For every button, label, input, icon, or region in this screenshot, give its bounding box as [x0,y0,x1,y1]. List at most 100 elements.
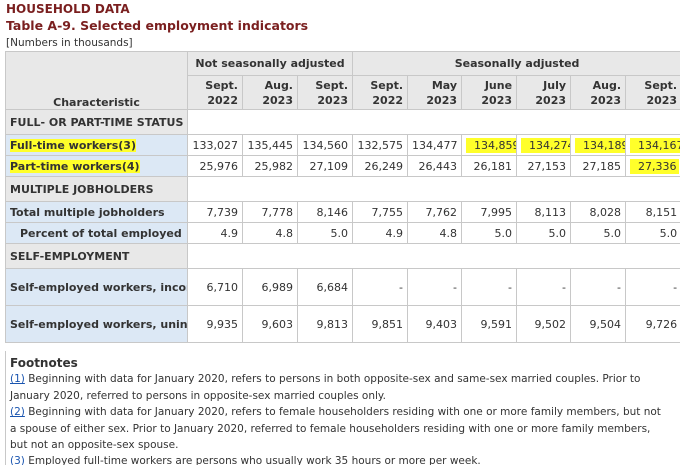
period-month: Sept. [370,78,404,92]
value-cell: - [461,268,518,306]
row-label: Total multiple jobholders [5,201,188,223]
section-row: SELF-EMPLOYMENT [5,243,680,269]
period-header: May 2023 [407,75,463,110]
row-label: Part-time workers(4) [5,155,188,177]
period-header: Sept. 2023 [296,75,354,110]
section-row: FULL- OR PART-TIME STATUS [5,109,680,135]
value-cell: 4.8 [242,222,298,244]
value-text: 8,028 [589,205,622,219]
value-cell: 7,739 [187,201,243,223]
row-label: Self-employed workers, incorporated [5,268,188,306]
period-month: Aug. [264,78,293,92]
table-row: Self-employed workers, incorporated 6,710… [5,268,680,306]
value-text: 8,146 [316,205,349,219]
row-label-text: Percent of total employed [20,226,182,240]
employment-table: Characteristic Not seasonally adjusted S… [5,51,680,343]
value-text: 5.0 [603,226,622,240]
value-cell: 7,755 [352,201,409,223]
value-text: 9,504 [589,317,622,331]
value-cell: 135,445 [242,134,298,156]
table-body: FULL- OR PART-TIME STATUS Full-time worke… [5,109,680,343]
footnotes-panel: Footnotes (1) Beginning with data for Ja… [5,351,680,465]
section-spacer [186,109,680,135]
footnote-marker[interactable]: (4) [121,159,140,173]
value-cell: 133,027 [187,134,243,156]
value-cell: 134,189 [570,134,627,156]
value-text: 9,591 [480,317,513,331]
value-cell: - [407,268,463,306]
value-text: - [508,280,513,294]
footnote-3-link[interactable]: (3) [10,455,25,465]
value-cell: 6,710 [187,268,243,306]
value-text: - [562,280,567,294]
value-cell: 9,813 [296,305,354,343]
section-spacer [186,243,680,269]
value-cell: 134,274 [516,134,572,156]
period-header: Sept. 2022 [187,75,243,110]
section-spacer [186,176,680,202]
section-title: HOUSEHOLD DATA [6,2,130,16]
footnote-2-link[interactable]: (2) [10,406,25,418]
row-label-highlight: Self-employed workers, unincorporated [10,318,187,331]
value-cell: 7,995 [461,201,518,223]
value-cell: 134,167 [625,134,680,156]
value-cell: 6,989 [242,268,298,306]
value-cell: - [570,268,627,306]
value-cell: 27,336 [625,155,680,177]
footnote-marker[interactable]: (3) [118,138,136,152]
row-label-text: Part-time workers [10,159,122,173]
value-text: 135,445 [247,138,294,152]
value-cell: 26,443 [407,155,463,177]
section-label: SELF-EMPLOYMENT [5,243,188,269]
period-month: Sept. [644,78,678,92]
table-title: Table A-9. Selected employment indicator… [6,18,309,33]
footnote-3: (3) Employed full-time workers are perso… [10,453,670,465]
value-text: 6,989 [261,280,294,294]
value-text: 9,403 [425,317,458,331]
period-month: Aug. [592,78,622,92]
value-text: 134,274 [521,137,570,153]
value-cell: 4.9 [352,222,409,244]
period-header: June 2023 [461,75,518,110]
period-header-row: Sept. 2022 Aug. 2023 Sept. 2023 Sept. 2022 May 20… [6,75,680,110]
footnote-1-link[interactable]: (1) [10,373,25,385]
period-year: 2023 [317,93,349,107]
value-text: 5.0 [330,226,349,240]
value-cell: - [352,268,409,306]
value-text: 8,113 [534,205,567,219]
table-row: Percent of total employed 4.9 4.8 5.0 4.9 4.8… [5,222,680,244]
value-cell: - [516,268,572,306]
value-cell: 9,851 [352,305,409,343]
value-cell: 9,403 [407,305,463,343]
value-text: 9,502 [534,317,567,331]
value-text: 134,859 [466,137,516,153]
value-text: 5.0 [548,226,567,240]
value-cell: 9,502 [516,305,572,343]
value-text: 9,603 [261,317,294,331]
value-text: 4.9 [220,226,239,240]
value-text: 9,935 [206,317,239,331]
value-text: 134,189 [575,137,625,153]
period-month: July [543,78,567,92]
value-cell: 9,603 [242,305,298,343]
period-year: 2023 [646,93,678,107]
value-text: 8,151 [645,205,678,219]
value-text: 4.8 [439,226,458,240]
value-cell: 27,109 [296,155,354,177]
value-cell: 7,778 [242,201,298,223]
table-row: Full-time workers(3) 133,027 135,445 134,56… [5,134,680,156]
units-note: [Numbers in thousands] [6,37,133,49]
period-year: 2023 [590,93,622,107]
value-text: 27,153 [527,159,567,173]
value-text: 27,109 [309,159,349,173]
value-cell: 132,575 [352,134,409,156]
period-header: Sept. 2022 [352,75,409,110]
value-cell: 25,976 [187,155,243,177]
footnote-2: (2) Beginning with data for January 2020… [10,404,670,454]
value-text: 7,739 [206,205,239,219]
row-label: Percent of total employed [5,222,188,244]
value-text: - [399,280,404,294]
group-header-not-seasonally-adjusted: Not seasonally adjusted [186,51,354,76]
value-cell: 27,185 [570,155,627,177]
